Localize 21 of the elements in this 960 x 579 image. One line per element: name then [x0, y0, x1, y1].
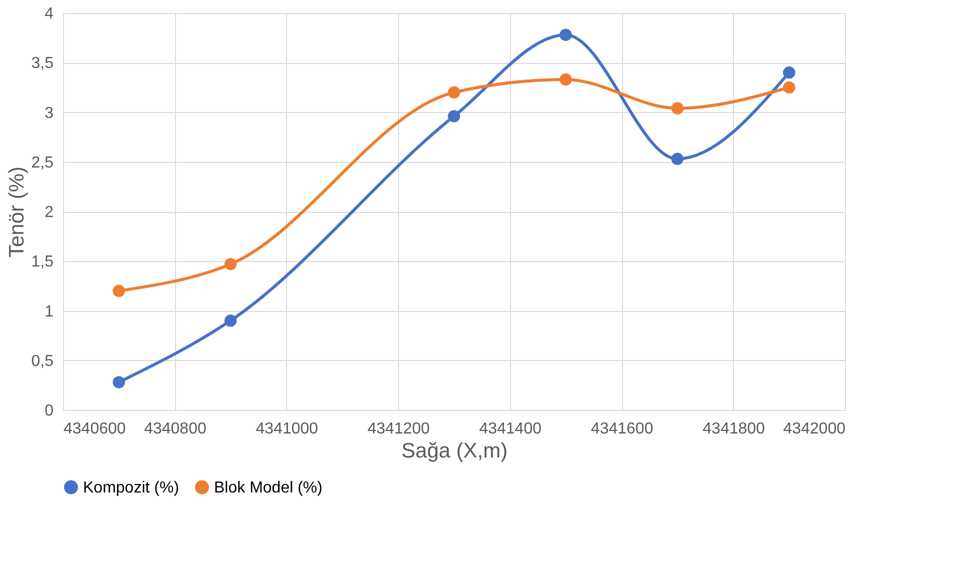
- y-tick-label: 1,5: [31, 254, 54, 271]
- x-tick-label: 4342000: [783, 420, 846, 438]
- x-tick-label: 4340800: [144, 420, 206, 438]
- y-tick-label: 4: [44, 6, 54, 22]
- y-tick-label: 3,5: [31, 55, 54, 72]
- y-tick-label: 2,5: [31, 154, 54, 172]
- x-tick-label: 4341400: [479, 420, 542, 438]
- y-tick-label: 3: [44, 104, 54, 122]
- y-tick-label: 0: [44, 402, 54, 420]
- x-tick-label: 4340600: [64, 420, 126, 438]
- x-tick-label: 4341000: [256, 420, 318, 438]
- y-axis-title: Tenör (%): [5, 166, 28, 258]
- legend-label: Blok Model (%): [214, 479, 322, 496]
- x-tick-label: 4341800: [702, 420, 766, 438]
- legend-label: Kompozit (%): [83, 479, 180, 496]
- x-tick-label: 4341600: [590, 420, 654, 438]
- x-axis-title: Sağa (X,m): [401, 440, 508, 462]
- y-tick-label: 2: [44, 204, 54, 221]
- y-tick-label: 0,5: [31, 352, 54, 370]
- x-tick-label: 4341200: [367, 420, 430, 438]
- y-tick-label: 1: [44, 303, 54, 320]
